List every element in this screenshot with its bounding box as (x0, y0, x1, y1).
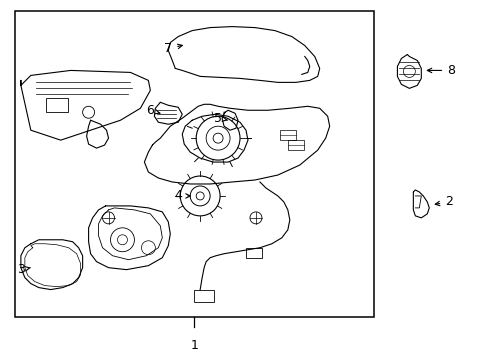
Text: 7: 7 (164, 42, 182, 55)
Text: 4: 4 (174, 189, 190, 202)
Text: 2: 2 (434, 195, 452, 208)
Text: 1: 1 (190, 339, 198, 352)
Bar (287, 140, 303, 150)
Text: 8: 8 (427, 64, 454, 77)
Bar (245, 248, 262, 258)
Text: 5: 5 (214, 112, 227, 125)
Bar (15, 11, 373, 318)
Bar (46, 98, 67, 112)
Bar (279, 130, 295, 140)
Text: 3: 3 (17, 263, 30, 276)
Bar (194, 289, 214, 302)
Text: 6: 6 (146, 104, 160, 117)
